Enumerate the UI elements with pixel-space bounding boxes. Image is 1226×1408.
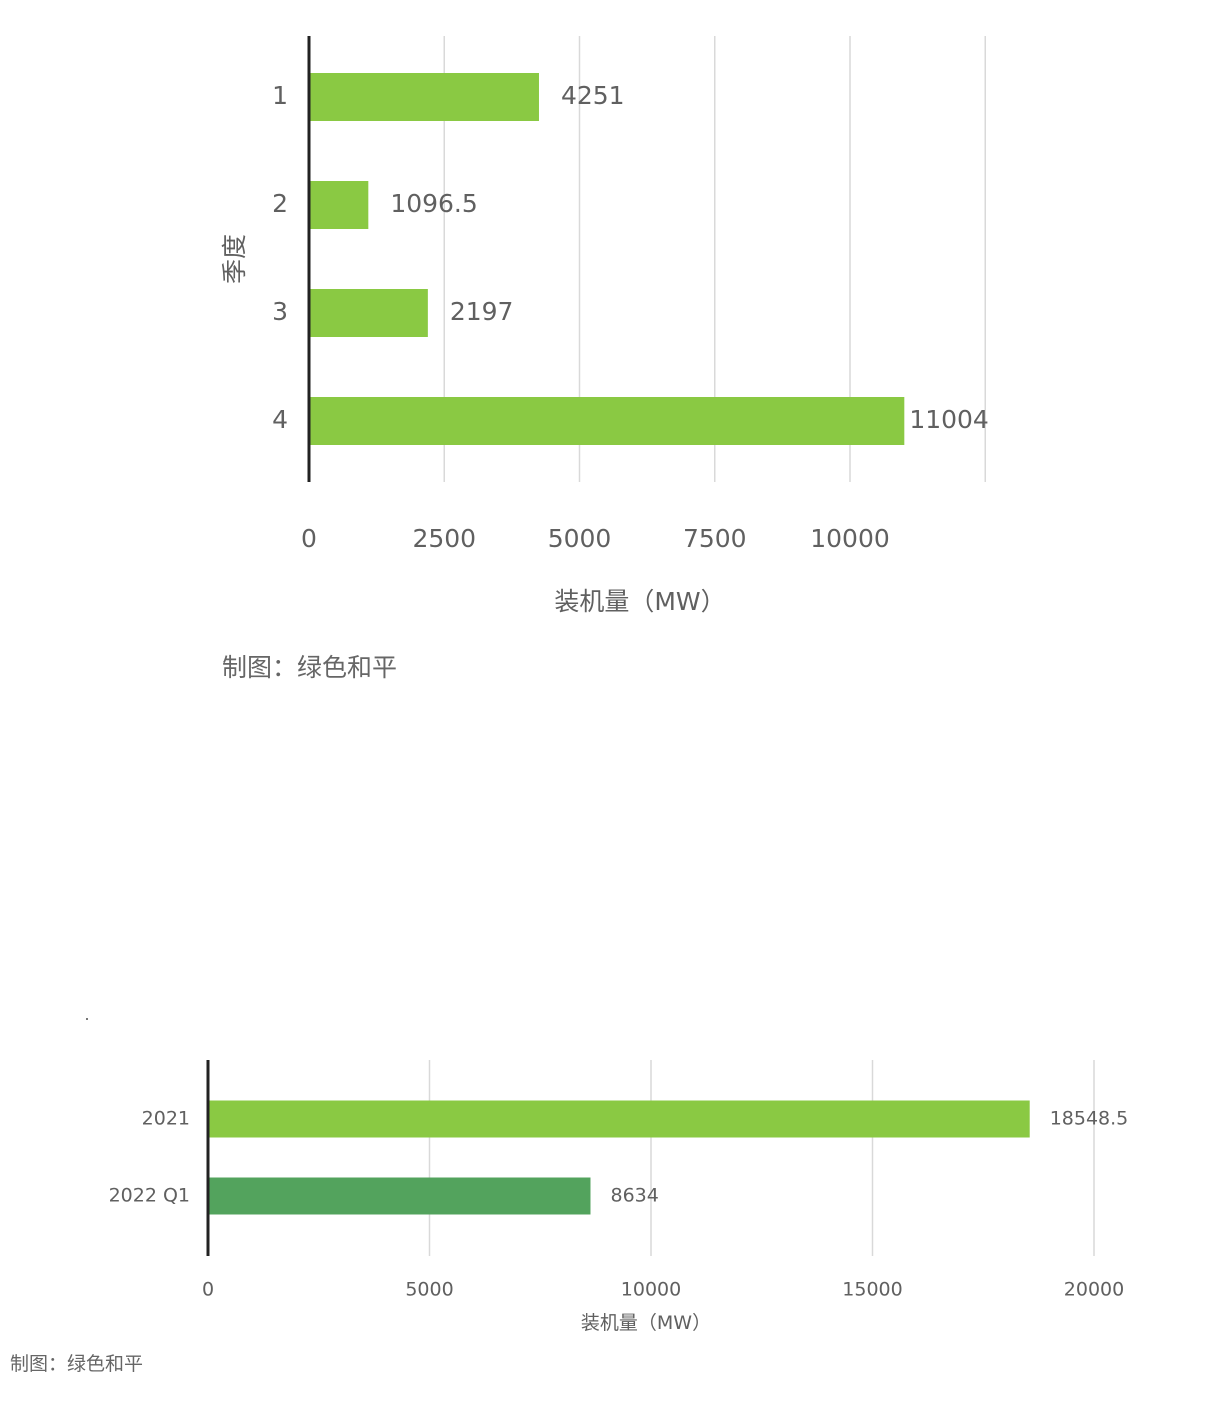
x-tick-label: 20000 [1064,1279,1124,1301]
x-tick-label: 10000 [621,1279,681,1301]
y-axis-title: 季度 [220,234,249,284]
stray-mark [86,1018,88,1020]
quarterly-capacity-chart: 1 2 3 4 4251 1096.5 2197 11004 0 2500 5000 7500 10… [220,36,989,616]
bar [309,73,539,121]
bars [208,1100,1030,1215]
x-tick-label: 15000 [842,1279,902,1301]
data-label: 8634 [610,1185,658,1207]
x-tick-label: 0 [301,524,317,553]
category-label: 2021 [142,1108,190,1130]
data-label: 2197 [450,297,514,326]
category-label: 4 [272,405,288,434]
bar [208,1177,591,1215]
x-axis-title: 装机量（MW） [554,587,725,616]
x-tick-label: 2500 [412,524,476,553]
data-label: 18548.5 [1050,1108,1129,1130]
x-tick-label: 0 [202,1279,214,1301]
bar [208,1100,1030,1138]
data-label: 11004 [909,405,989,434]
data-label: 4251 [561,81,625,110]
data-labels: 4251 1096.5 2197 11004 [390,81,989,434]
x-tick-labels: 0 2500 5000 7500 10000 [301,524,890,553]
chart-credit: 制图：绿色和平 [222,653,398,682]
category-label: 1 [272,81,288,110]
category-labels: 2021 2022 Q1 [109,1108,190,1207]
x-tick-label: 10000 [810,524,890,553]
category-label: 2022 Q1 [109,1185,190,1207]
x-tick-label: 5000 [405,1279,453,1301]
bars [309,73,905,445]
annual-capacity-chart: 2021 2022 Q1 18548.5 8634 0 5000 10000 15000 2… [109,1060,1128,1334]
bar [309,289,428,337]
grid-lines [428,1060,1095,1256]
x-tick-labels: 0 5000 10000 15000 20000 [202,1279,1124,1301]
x-tick-label: 5000 [548,524,612,553]
x-axis-title: 装机量（MW） [581,1312,711,1334]
x-tick-label: 7500 [683,524,747,553]
chart-credit: 制图：绿色和平 [10,1353,144,1375]
data-labels: 18548.5 8634 [610,1108,1128,1207]
bar [309,181,369,229]
category-label: 3 [272,297,288,326]
bar [309,397,905,445]
data-label: 1096.5 [390,189,477,218]
category-labels: 1 2 3 4 [272,81,288,434]
category-label: 2 [272,189,288,218]
